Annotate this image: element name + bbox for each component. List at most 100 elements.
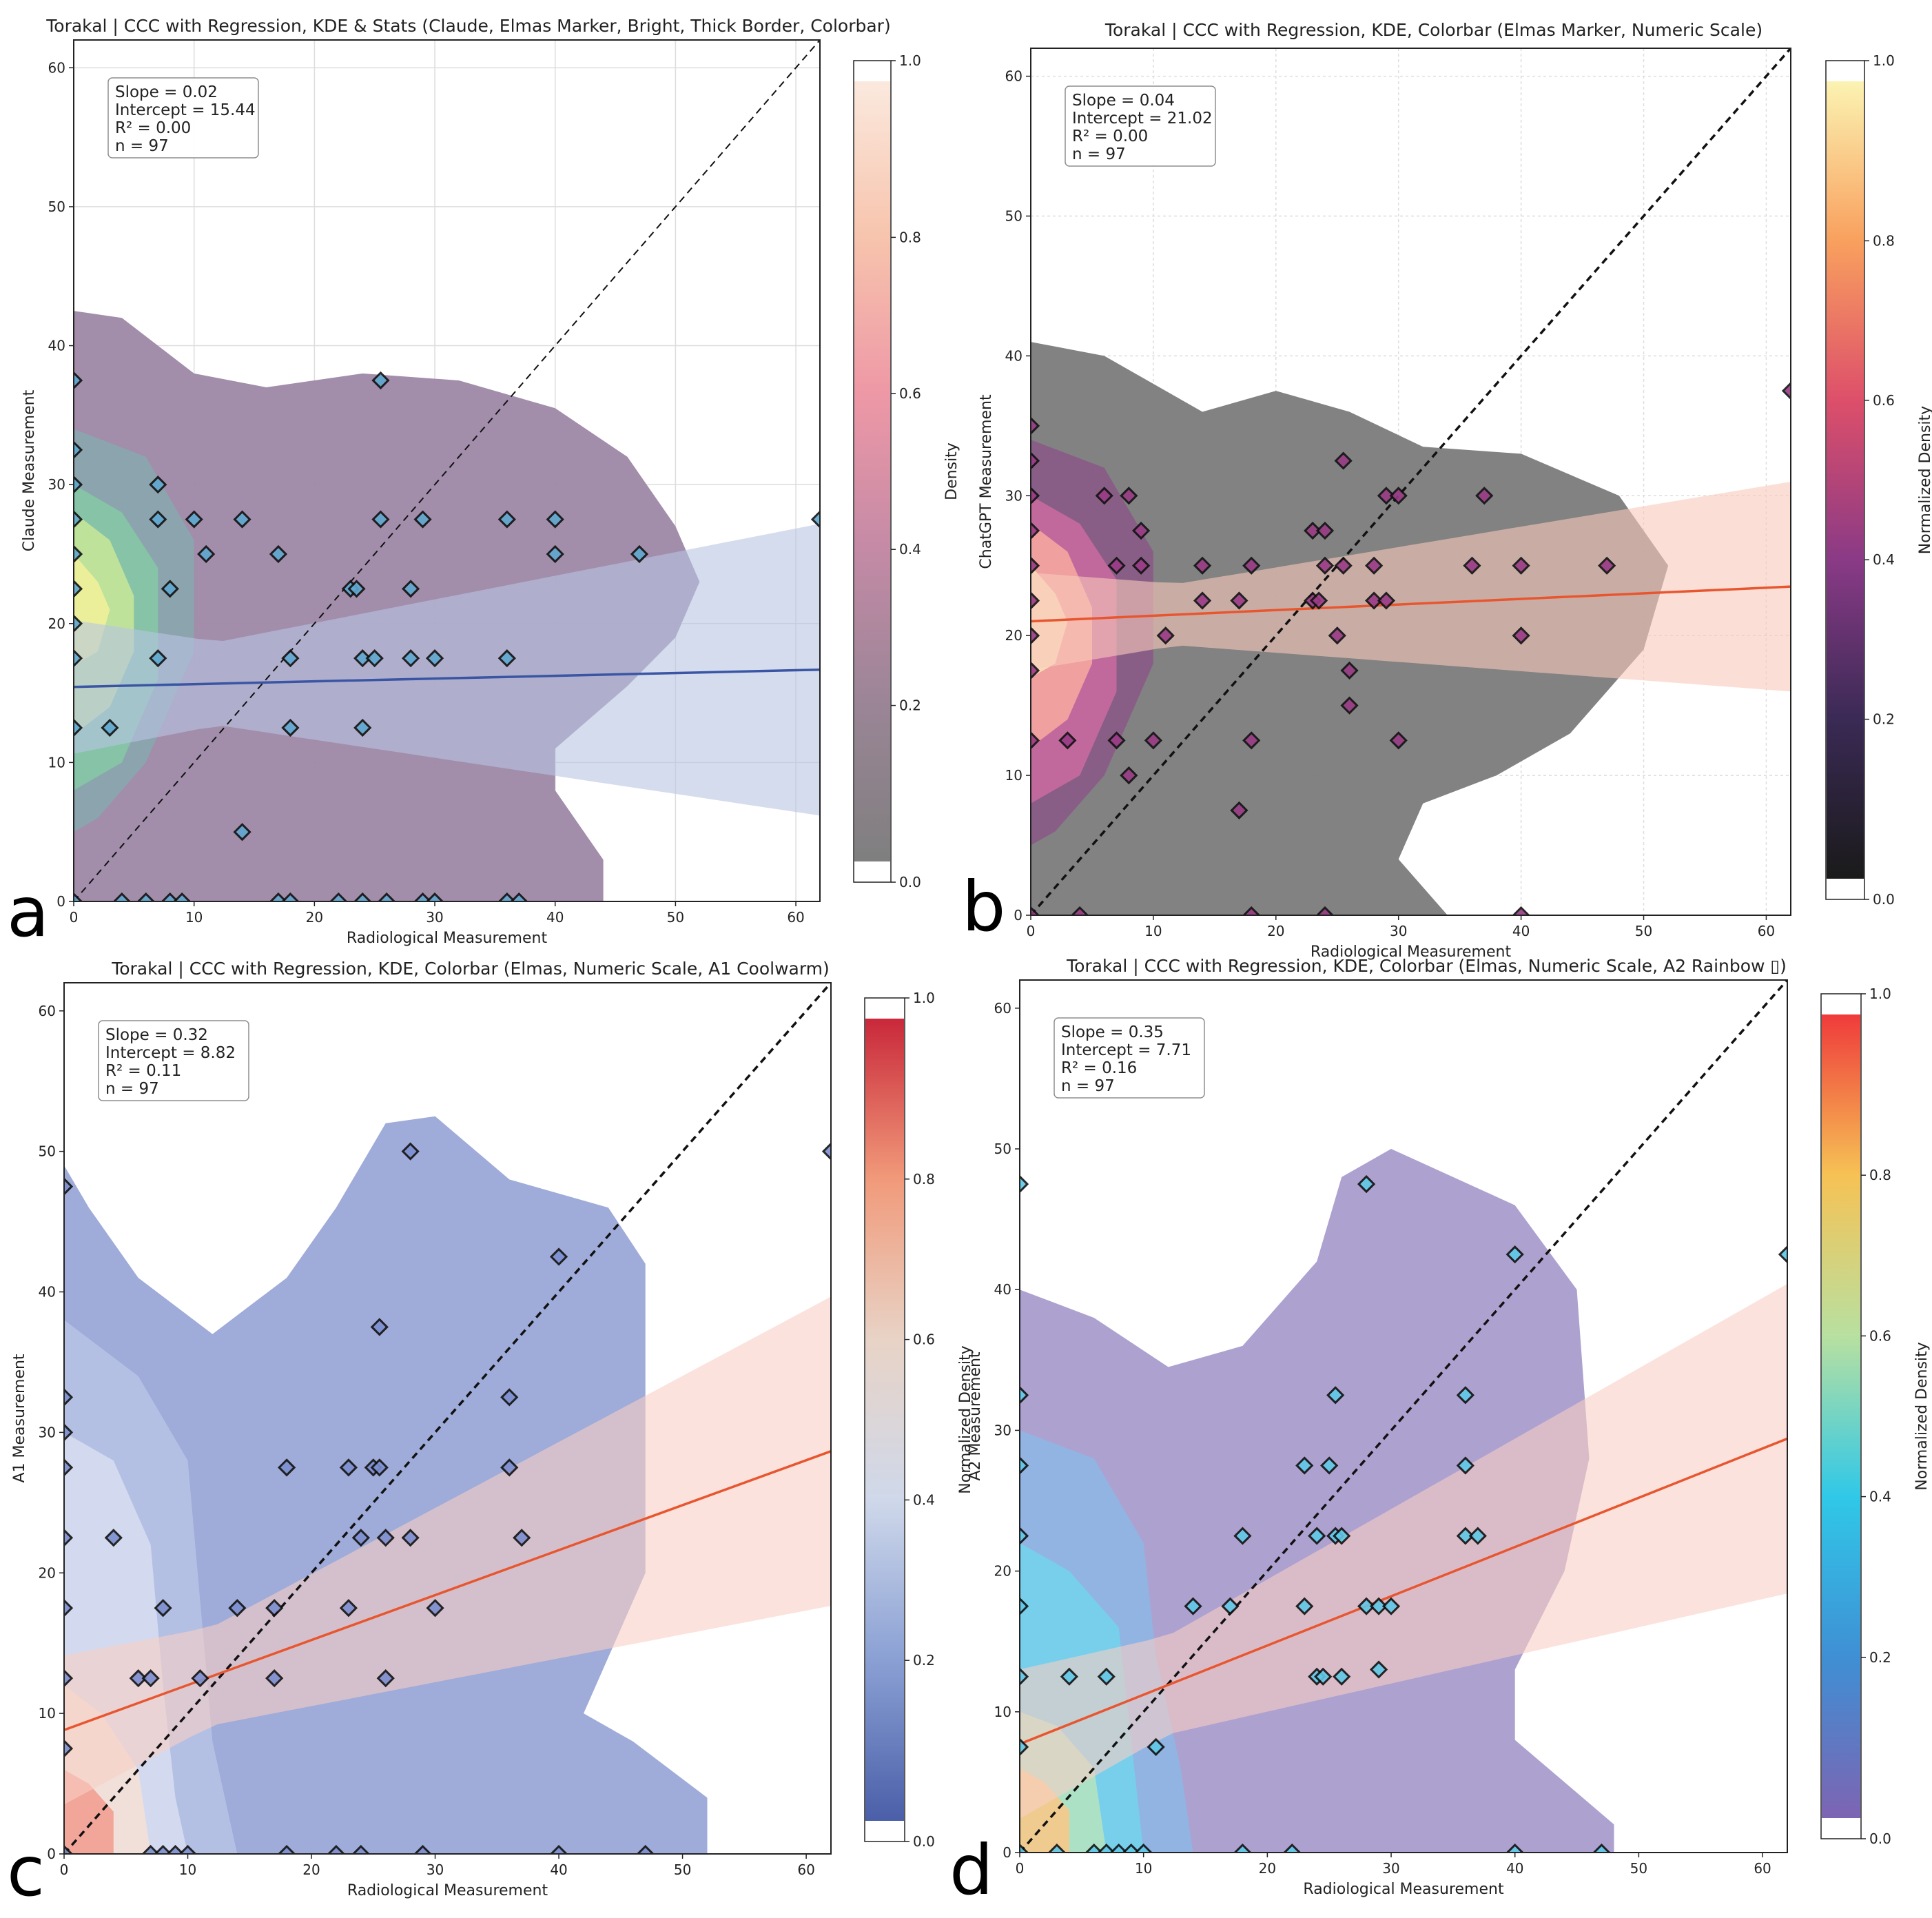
panel-d: 0 10 20 30 40 50 60 0 10 20 30 40 50 60 Radiological M… (949, 956, 1931, 1910)
data-point (1389, 487, 1408, 505)
data-point (101, 718, 119, 737)
data-point (1097, 1843, 1116, 1853)
data-point (1031, 451, 1040, 470)
data-point (1320, 1456, 1339, 1475)
data-point (1193, 591, 1212, 610)
data-point (64, 1739, 74, 1758)
y-tick-label: 30 (1005, 487, 1022, 504)
data-point (141, 1844, 160, 1854)
data-point (197, 544, 216, 564)
x-tick-label: 20 (1267, 923, 1284, 939)
data-point (141, 1669, 160, 1688)
colorbar-tick-label: 0.0 (899, 874, 921, 890)
y-tick-label: 20 (48, 615, 65, 632)
data-point (1475, 487, 1494, 505)
data-point (1031, 591, 1040, 610)
data-point (1377, 487, 1396, 505)
data-point (1326, 1386, 1345, 1405)
data-point (351, 1529, 370, 1547)
data-point (347, 580, 366, 598)
stats-line: Intercept = 8.82 (105, 1044, 236, 1062)
data-point (636, 1844, 655, 1854)
data-point (413, 892, 432, 901)
identity-line (74, 40, 820, 901)
data-point (1315, 556, 1335, 575)
data-point (1097, 1667, 1116, 1686)
plot-content (74, 40, 820, 901)
x-tick-label: 0 (1016, 1860, 1025, 1877)
x-axis-label: Radiological Measurement (347, 1882, 548, 1899)
stats-line: n = 97 (105, 1080, 159, 1098)
x-tick-label: 0 (70, 909, 79, 926)
x-tick-label: 50 (1635, 923, 1652, 939)
data-point (64, 1529, 74, 1547)
data-point (1592, 1843, 1611, 1853)
data-point (1031, 556, 1040, 575)
data-point (1058, 731, 1077, 750)
panel-title: Torakal | CCC with Regression, KDE & Sta… (45, 16, 890, 36)
data-point (149, 510, 167, 529)
y-tick-label: 20 (39, 1564, 56, 1581)
data-point (1505, 1843, 1524, 1853)
data-point (74, 476, 83, 494)
colorbar-fill (1822, 1014, 1860, 1818)
x-tick-label: 40 (550, 1861, 567, 1878)
plot-content (1031, 48, 1791, 915)
data-point (1031, 661, 1040, 680)
data-point (549, 1844, 568, 1854)
x-tick-label: 0 (1027, 923, 1036, 939)
data-point (371, 510, 390, 529)
x-tick-label: 40 (1506, 1860, 1523, 1877)
data-point (1120, 766, 1138, 785)
colorbar-tick-label: 0.8 (1869, 1167, 1891, 1183)
colorbar-fill (1827, 81, 1864, 879)
y-tick-label: 30 (48, 476, 65, 493)
colorbar-tick-label: 0.6 (899, 385, 921, 402)
x-tick-label: 50 (674, 1861, 691, 1878)
data-point (1060, 1667, 1078, 1686)
data-point (1147, 1737, 1165, 1756)
y-tick-label: 10 (39, 1705, 56, 1722)
data-point (64, 1669, 74, 1688)
data-point (64, 1177, 74, 1196)
y-tick-label: 50 (1005, 207, 1022, 224)
colorbar-fill (854, 81, 890, 861)
x-tick-label: 10 (185, 909, 203, 926)
data-point (1781, 381, 1791, 400)
data-point (233, 510, 251, 529)
colorbar-label: Normalized Density (1913, 1342, 1931, 1490)
x-tick-label: 60 (1754, 1860, 1771, 1877)
data-point (365, 649, 384, 668)
y-tick-label: 20 (1005, 627, 1022, 644)
y-tick-label: 40 (39, 1284, 56, 1300)
colorbar-tick-label: 0.4 (899, 541, 921, 558)
regression-line (1020, 1437, 1787, 1746)
data-point (178, 1844, 197, 1854)
data-point (413, 1844, 432, 1854)
data-point (1315, 521, 1335, 540)
x-tick-label: 10 (1135, 1860, 1152, 1877)
identity-line (1031, 48, 1791, 915)
stats-line: n = 97 (1072, 145, 1126, 163)
colorbar-tick-label: 0.8 (1873, 232, 1895, 249)
data-point (1328, 626, 1346, 645)
y-tick-label: 10 (1005, 767, 1022, 784)
data-point (1107, 731, 1126, 750)
colorbar-tick-label: 1.0 (1869, 986, 1891, 1002)
y-tick-label: 20 (994, 1563, 1011, 1580)
data-point (1456, 1527, 1474, 1545)
stats-line: R² = 0.11 (105, 1062, 181, 1080)
stats-box (1054, 1017, 1205, 1099)
data-point (1357, 1174, 1376, 1194)
data-point (376, 1529, 395, 1547)
x-tick-label: 20 (306, 909, 323, 926)
data-point (1193, 556, 1212, 575)
colorbar-tick-label: 0.2 (1873, 711, 1895, 728)
data-point (1304, 521, 1322, 540)
data-point (1381, 1597, 1401, 1615)
data-point (166, 1844, 185, 1854)
data-point (1020, 1527, 1029, 1545)
x-axis-label: Radiological Measurement (347, 930, 548, 947)
